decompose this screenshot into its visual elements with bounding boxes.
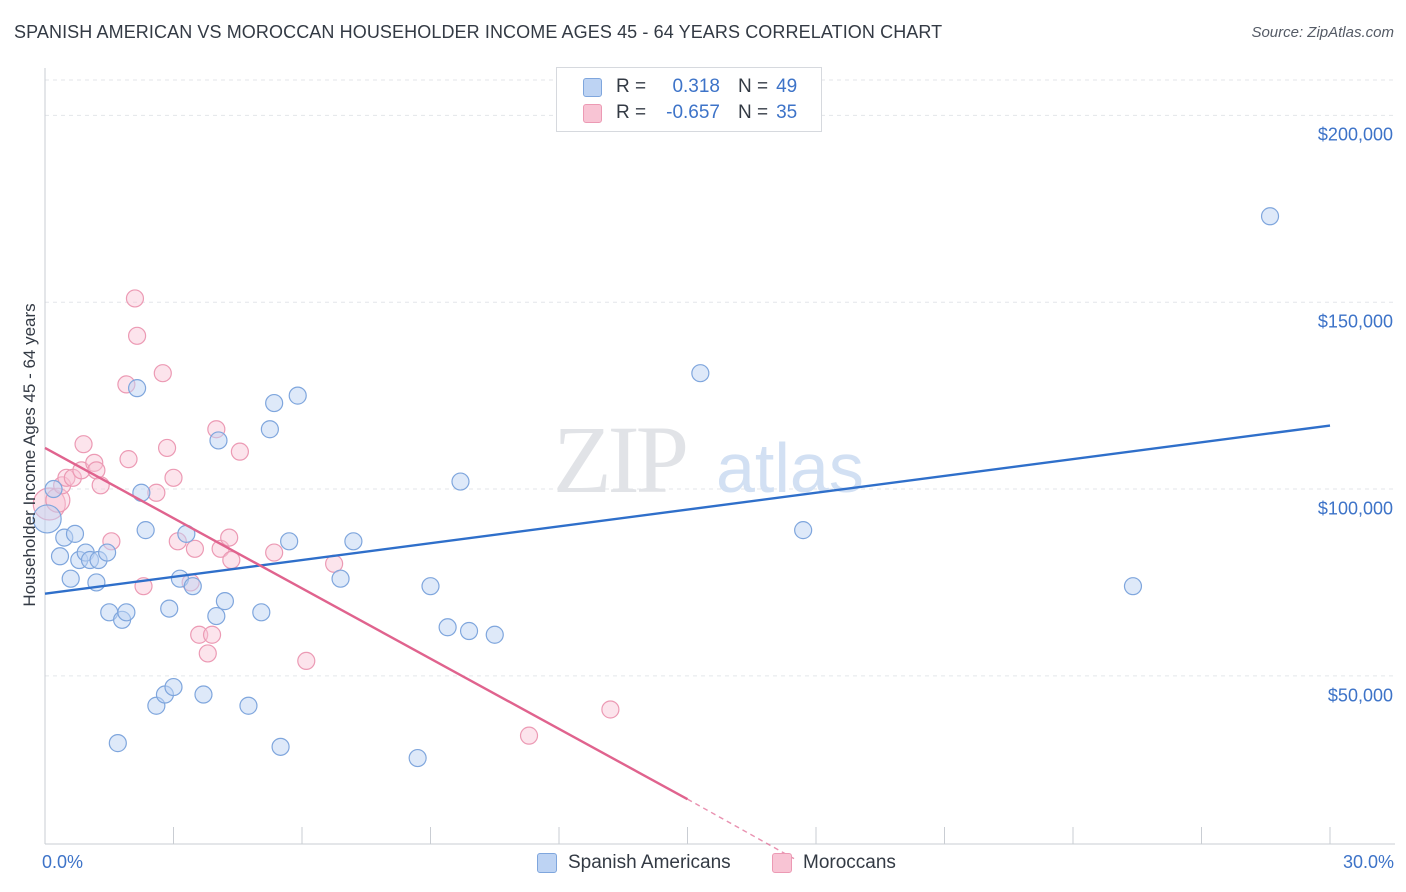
spanish-american-point xyxy=(50,547,70,566)
spanish-american-point xyxy=(280,532,299,551)
legend-n-value-blue: 49 xyxy=(776,76,798,97)
moroccan-point xyxy=(185,539,205,558)
moroccan-point xyxy=(265,543,284,562)
spanish-american-point xyxy=(108,734,127,753)
legend-r-value-blue: 0.318 xyxy=(672,76,720,97)
trendlines xyxy=(44,424,1331,860)
axes xyxy=(44,68,1395,845)
series-legend-spanish-americans: Spanish Americans xyxy=(537,852,731,874)
moroccan-point xyxy=(57,468,76,487)
spanish-american-point xyxy=(61,569,80,588)
x-tick-label: 0.0% xyxy=(42,852,84,872)
legend-row-moroccans: R = -0.657 N = 35 xyxy=(583,101,797,125)
spanish-american-point xyxy=(1260,207,1280,226)
spanish-american-point xyxy=(260,420,279,439)
spanish-american-point xyxy=(194,685,213,704)
spanish-american-point xyxy=(485,625,504,644)
legend-r-label: R = xyxy=(616,76,647,97)
moroccan-point xyxy=(127,326,147,345)
series-label-spanish-americans: Spanish Americans xyxy=(568,852,731,873)
spanish-american-point xyxy=(438,618,457,637)
spanish-american-point xyxy=(288,386,307,405)
spanish-american-point xyxy=(207,606,226,626)
spanish-american-point xyxy=(127,379,147,398)
legend-swatch-blue xyxy=(583,77,602,97)
moroccan-point xyxy=(164,468,183,487)
spanish-american-point xyxy=(32,504,62,534)
correlation-legend: R = 0.318 N = 49 R = -0.657 N = 35 xyxy=(556,67,822,132)
moroccan-point xyxy=(601,700,620,719)
moroccan-point xyxy=(190,625,209,644)
spanish-american-point xyxy=(421,577,440,596)
legend-n-value-pink: 35 xyxy=(776,102,798,123)
moroccan-point xyxy=(119,450,138,469)
legend-swatch-pink xyxy=(583,103,602,123)
moroccan-point xyxy=(220,528,239,547)
legend-r-value-pink: -0.657 xyxy=(666,102,720,123)
spanish-american-point xyxy=(451,472,470,491)
y-tick-label: $150,000 xyxy=(1317,311,1393,332)
legend-r-label: R = xyxy=(616,102,647,123)
moroccan-point xyxy=(297,651,316,671)
moroccan-point xyxy=(125,289,145,308)
spanish-american-point xyxy=(408,748,427,768)
moroccan-point xyxy=(74,435,93,454)
spanish-american-point xyxy=(271,737,290,756)
series-swatch-pink xyxy=(772,853,792,873)
legend-row-spanish-americans: R = 0.318 N = 49 xyxy=(583,75,797,99)
moroccans-trendline xyxy=(44,446,689,801)
spanish-american-point xyxy=(794,521,813,540)
spanish-american-point xyxy=(164,677,183,697)
chart-title: SPANISH AMERICAN VS MOROCCAN HOUSEHOLDER… xyxy=(14,22,943,42)
watermark-zip: ZIP xyxy=(553,406,686,513)
source-credit: Source: ZipAtlas.com xyxy=(1251,24,1394,41)
moroccan-point xyxy=(85,453,104,472)
y-tick-label: $50,000 xyxy=(1327,685,1393,706)
legend-n-label: N = xyxy=(738,102,769,123)
series-swatch-blue xyxy=(537,853,557,873)
spanish-american-point xyxy=(136,521,155,540)
spanish-american-point xyxy=(265,393,284,413)
y-tick-label: $200,000 xyxy=(1317,124,1393,145)
moroccan-point xyxy=(230,442,249,461)
spanish-american-point xyxy=(209,431,228,450)
spanish-american-point xyxy=(239,696,258,715)
watermark-atlas: atlas xyxy=(716,429,864,507)
spanish-american-point xyxy=(344,532,363,551)
spanish-american-point xyxy=(252,603,271,622)
spanish-american-point xyxy=(98,543,117,562)
spanish-american-point xyxy=(160,599,179,618)
y-axis-label: Householder Income Ages 45 - 64 years xyxy=(20,303,39,607)
spanish-american-point xyxy=(183,577,202,596)
series-label-moroccans: Moroccans xyxy=(803,852,896,873)
moroccan-point xyxy=(198,644,217,663)
moroccan-point xyxy=(202,625,222,644)
series-legend-moroccans: Moroccans xyxy=(772,852,896,874)
series-legend: Spanish Americans Moroccans xyxy=(0,852,1406,876)
moroccans-trendline-extension xyxy=(687,798,795,860)
moroccan-point xyxy=(157,438,177,458)
spanish-american-point xyxy=(331,569,350,588)
moroccan-point xyxy=(519,726,539,745)
gridlines xyxy=(45,79,1395,677)
spanish-american-point xyxy=(117,603,136,622)
y-tick-label: $100,000 xyxy=(1317,498,1393,519)
x-tick-label: 30.0% xyxy=(1342,852,1394,872)
spanish-american-point xyxy=(65,524,85,543)
spanish-american-point xyxy=(459,621,479,641)
spanish-americans-points xyxy=(32,207,1280,768)
spanish-american-point xyxy=(215,592,234,611)
moroccan-point xyxy=(153,364,172,383)
spanish-american-point xyxy=(1123,577,1143,596)
legend-n-label: N = xyxy=(738,76,769,97)
spanish-american-point xyxy=(44,479,63,499)
watermark: ZIP atlas xyxy=(553,406,864,513)
spanish-american-point xyxy=(691,364,710,383)
